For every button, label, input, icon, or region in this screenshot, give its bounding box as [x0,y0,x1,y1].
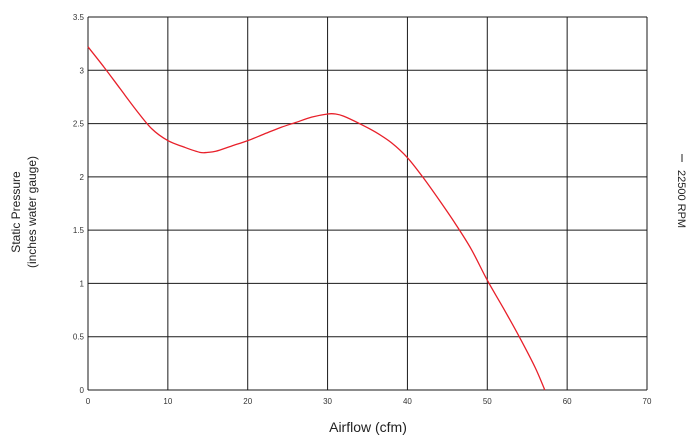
y-tick-label: 1.5 [73,226,85,235]
y-tick-label: 0.5 [73,333,85,342]
x-tick-label: 50 [483,397,492,406]
x-tick-label: 60 [563,397,572,406]
y-tick-label: 0 [80,386,85,395]
y-tick-label: 1 [80,279,85,288]
y-tick-label: 3.5 [73,13,85,22]
y-axis-title: Static Pressure (inches water gauge) [9,156,39,268]
x-tick-label: 40 [403,397,412,406]
series-line-0 [87,46,546,391]
x-tick-label: 30 [323,397,332,406]
x-tick-label: 0 [86,397,91,406]
y-tick-label: 3 [80,66,85,75]
x-tick-label: 20 [243,397,252,406]
series-layer [87,46,546,391]
y-axis-title-line-2: (inches water gauge) [25,156,39,268]
y-tick-label: 2.5 [73,120,85,129]
legend-label: 22500 RPM [675,170,687,228]
x-tick-label: 70 [643,397,652,406]
x-tick-label: 10 [163,397,172,406]
x-axis-tick-labels: 0 10 20 30 40 50 60 70 [86,397,652,406]
y-tick-label: 2 [80,173,85,182]
grid-lines [87,16,648,391]
y-axis-title-line-1: Static Pressure [9,171,23,253]
y-axis-tick-labels: 0 0.5 1 1.5 2 2.5 3 3.5 [73,13,85,395]
x-axis-title: Airflow (cfm) [329,419,407,435]
legend: 22500 RPM [675,154,687,228]
